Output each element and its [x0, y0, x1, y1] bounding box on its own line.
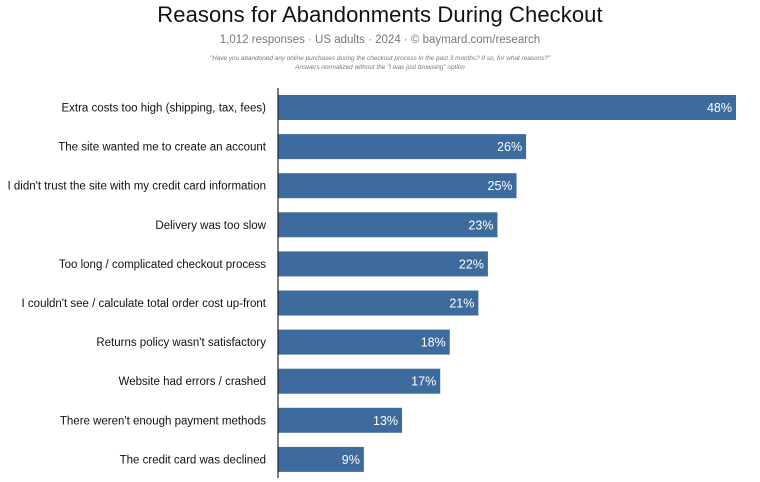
bar-5: [278, 251, 488, 277]
survey-note: "Have you abandoned any online purchases…: [0, 55, 760, 72]
survey-question: "Have you abandoned any online purchases…: [209, 55, 551, 62]
bar-4: [278, 212, 498, 238]
bar-6: [278, 290, 479, 316]
chart-subtitle: 1,012 responses · US adults · 2024 · © b…: [219, 34, 541, 46]
category-labels-group: Extra costs too high (shipping, tax, fee…: [8, 103, 267, 467]
bar-value-label-6: 21%: [449, 297, 474, 311]
bar-2: [278, 134, 527, 160]
bar-value-label-4: 23%: [468, 218, 493, 232]
category-label-3: I didn't trust the site with my credit c…: [8, 181, 267, 193]
bar-value-label-7: 18%: [421, 336, 446, 350]
bar-3: [278, 173, 517, 199]
bar-10: [278, 446, 364, 472]
category-label-10: The credit card was declined: [120, 454, 266, 466]
bar-value-label-5: 22%: [459, 257, 484, 271]
normalization-note: Answers normalized without the "I was ju…: [295, 63, 465, 71]
bar-7: [278, 329, 450, 355]
category-label-6: I couldn't see / calculate total order c…: [22, 298, 267, 310]
bar-value-label-2: 26%: [497, 140, 522, 154]
bar-value-label-10: 9%: [342, 453, 360, 467]
bar-value-label-1: 48%: [707, 101, 732, 115]
bar-value-label-9: 13%: [373, 414, 398, 428]
chart-title: Reasons for Abandonments During Checkout: [157, 2, 603, 27]
category-label-2: The site wanted me to create an account: [58, 142, 267, 154]
category-label-5: Too long / complicated checkout process: [59, 259, 266, 271]
bar-9: [278, 407, 403, 433]
category-label-9: There weren't enough payment methods: [60, 415, 266, 427]
category-label-1: Extra costs too high (shipping, tax, fee…: [61, 103, 266, 115]
bar-value-label-3: 25%: [488, 179, 513, 193]
bar-8: [278, 368, 441, 394]
bar-1: [278, 95, 736, 120]
category-label-4: Delivery was too slow: [155, 220, 266, 232]
bar-value-label-8: 17%: [411, 375, 436, 389]
category-label-7: Returns policy wasn't satisfactory: [96, 337, 266, 349]
bars-group: 48% 26% 25% 23% 22% 21% 18% 17% 13% 9%: [278, 95, 736, 472]
category-label-8: Website had errors / crashed: [119, 376, 266, 388]
